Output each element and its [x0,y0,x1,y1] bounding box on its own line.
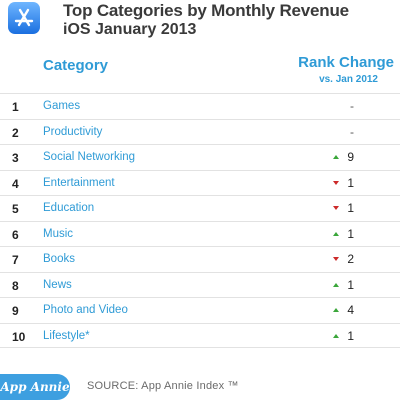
category-name: Social Networking [43,151,136,163]
category-name: Books [43,253,75,265]
column-header-rank-change: Rank Change [298,54,394,71]
arrow-up-icon [333,155,340,159]
rank-change: 4 [314,303,354,317]
table-row: 8 News 1 [0,271,400,298]
rank-number: 9 [12,304,19,318]
category-name: Entertainment [43,176,115,189]
app-annie-logo-text: App Annie [0,380,70,394]
rank-change: 9 [314,150,354,164]
category-name: Photo and Video [43,304,128,316]
chart-title: Top Categories by Monthly Revenue [63,1,349,20]
table-row: 4 Entertainment 1 [0,169,400,196]
rank-change-value: 1 [347,201,354,215]
source-note: SOURCE: App Annie Index ™ [87,380,239,392]
category-name: Education [43,202,95,214]
column-header-category: Category [43,57,109,74]
arrow-down-icon [333,180,340,185]
rank-change: - [314,99,354,113]
category-name: Games [43,100,81,112]
rank-change: - [314,125,354,139]
arrow-down-icon [333,206,340,210]
rank-change: 1 [314,329,354,343]
table-row: 2 Productivity - [0,118,400,145]
ranking-table: 1 Games - 2 Productivity - 3 Social Networking 9… [0,93,400,348]
arrow-up-icon [333,282,340,287]
rank-number: 4 [12,176,19,191]
table-row: 10 Lifestyle* 1 [0,322,400,348]
rank-change: 1 [314,278,354,292]
arrow-up-icon [333,333,340,338]
rank-change-value: 1 [347,226,354,241]
rank-change-value: 9 [347,150,354,164]
rank-number: 6 [12,227,19,242]
arrow-up-icon [333,308,340,312]
rank-number: 7 [12,253,19,267]
rank-change-value: - [350,99,354,113]
app-store-glyph [14,8,34,27]
table-row: 9 Photo and Video 4 [0,297,400,323]
rank-change-value: 1 [347,175,354,190]
category-name: Lifestyle* [43,329,90,342]
rank-change-value: - [350,124,354,139]
rank-number: 8 [12,278,19,293]
table-row: 5 Education 1 [0,195,400,221]
rank-number: 3 [12,151,19,165]
rank-change: 1 [314,227,354,241]
rank-change-value: 2 [347,252,354,266]
table-row: 7 Books 2 [0,246,400,272]
rank-number: 1 [12,100,19,114]
category-name: News [43,278,72,291]
rank-number: 10 [12,329,26,344]
arrow-down-icon [333,257,340,261]
table-row: 1 Games - [0,93,400,119]
rank-change: 2 [314,252,354,266]
rank-change-value: 1 [347,328,354,343]
rank-change-value: 1 [347,277,354,292]
app-store-icon [8,2,40,34]
app-annie-logo: App Annie [0,374,70,400]
category-name: Productivity [43,125,103,138]
rank-change: 1 [314,176,354,190]
chart-subtitle: iOS January 2013 [63,21,197,38]
table-row: 3 Social Networking 9 [0,144,400,170]
category-name: Music [43,227,74,240]
arrow-up-icon [333,231,340,236]
rank-change-value: 4 [347,303,354,317]
rank-change: 1 [314,201,354,215]
rank-number: 5 [12,202,19,216]
column-header-rank-change-sub: vs. Jan 2012 [319,74,378,85]
table-row: 6 Music 1 [0,220,400,247]
rank-number: 2 [12,125,19,140]
